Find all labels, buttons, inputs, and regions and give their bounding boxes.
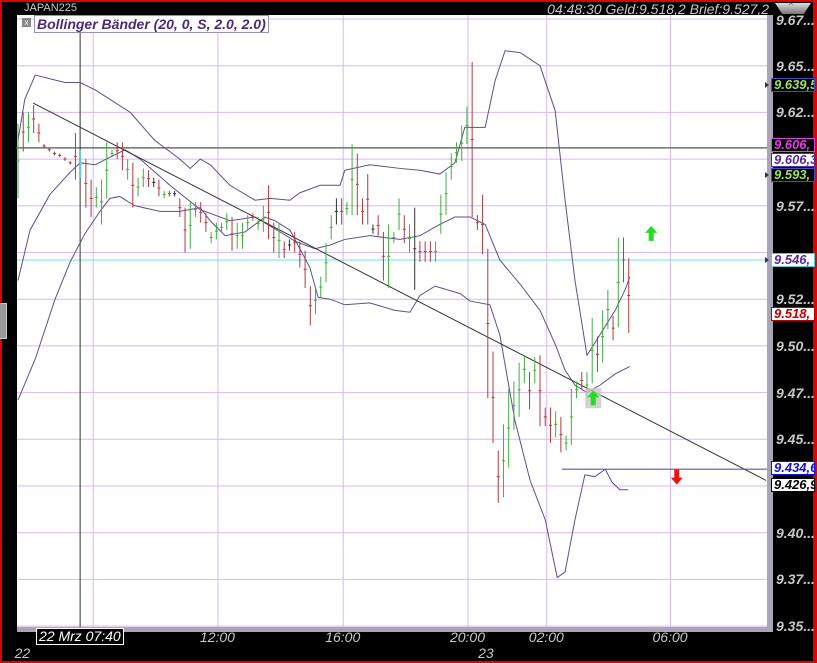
time-tick-label: 16:00 xyxy=(325,629,361,645)
sell-arrow-icon xyxy=(670,469,683,485)
side-panel-handle[interactable] xyxy=(0,303,7,339)
scroll-up-button[interactable]: ^ xyxy=(775,3,811,14)
price-tick-label: 9.62... xyxy=(776,104,815,121)
bollinger-middle-band xyxy=(17,149,631,394)
time-tick-label: 20:00 xyxy=(449,629,485,645)
flag-marker-icon xyxy=(765,82,769,89)
price-chart[interactable] xyxy=(16,13,776,633)
price-flag: 9.606, xyxy=(771,138,815,153)
buy-arrow-icon xyxy=(645,225,658,241)
price-flag: 9.606,3 xyxy=(771,153,815,168)
vertical-scrollbar xyxy=(767,15,773,632)
flag-marker-icon xyxy=(765,256,769,263)
time-tick-label: 12:00 xyxy=(199,629,235,645)
price-flag: 9.546, xyxy=(771,252,815,267)
time-tick-label: 02:00 xyxy=(528,629,564,645)
price-flag: 9.593, xyxy=(771,168,815,183)
price-tick-label: 9.37... xyxy=(776,571,815,588)
price-flag: 9.426,9 xyxy=(771,478,815,493)
plot-background xyxy=(17,15,767,627)
time-tick-label: 06:00 xyxy=(652,629,688,645)
symbol-label: JAPAN225 xyxy=(24,2,77,14)
chevron-up-icon: ^ xyxy=(789,1,793,10)
horizontal-scrollbar xyxy=(17,627,773,632)
crosshair-time-label: 22 Mrz 07:40 xyxy=(36,628,124,645)
flag-marker-icon xyxy=(765,172,769,179)
price-tick-label: 9.65... xyxy=(776,57,815,74)
bollinger-upper-band xyxy=(17,50,631,357)
price-tick-label: 9.57... xyxy=(776,197,815,214)
close-indicator-icon[interactable]: x xyxy=(22,18,31,27)
price-tick-label: 9.45... xyxy=(776,431,815,448)
price-flag: 9.434,6 xyxy=(771,461,815,476)
date-label: 23 xyxy=(478,645,494,661)
price-tick-label: 9.50... xyxy=(776,337,815,354)
indicator-title[interactable]: Bollinger Bänder (20, 0, S, 2.0, 2.0) xyxy=(34,15,269,33)
buy-arrow-icon xyxy=(587,390,600,406)
price-tick-label: 9.35... xyxy=(776,618,815,635)
price-tick-label: 9.52... xyxy=(776,291,815,308)
date-label: 22 xyxy=(14,645,31,661)
trendline xyxy=(32,102,767,481)
price-flag: 9.639,5 xyxy=(771,78,815,93)
price-flag: 9.518, xyxy=(771,307,815,322)
quote-readout: 04:48:30 Geld:9.518,2 Brief:9.527,2 xyxy=(547,1,769,17)
price-tick-label: 9.40... xyxy=(776,524,815,541)
price-tick-label: 9.47... xyxy=(776,384,815,401)
price-tick-label: 9.67... xyxy=(776,12,815,28)
bollinger-lower-band xyxy=(17,195,629,579)
